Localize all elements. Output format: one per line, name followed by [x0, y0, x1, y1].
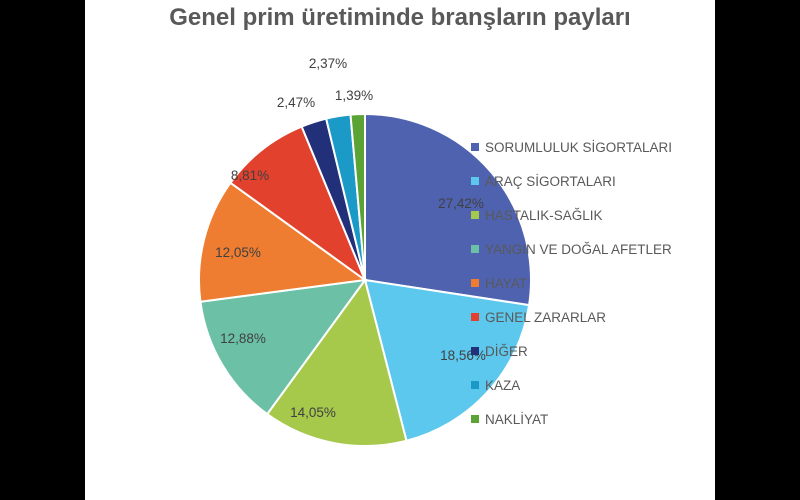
- slice-label-nakliiyat: 1,39%: [335, 88, 373, 103]
- legend-item-hastalik-saglik: HASTALIK-SAĞLIK: [471, 198, 672, 232]
- legend-swatch: [471, 143, 479, 151]
- legend-item-diiger: DİĞER: [471, 334, 672, 368]
- slice-label-hayat: 12,05%: [215, 245, 261, 260]
- pie-slice-arac-siigortalari: [363, 278, 531, 442]
- legend-swatch: [471, 415, 479, 423]
- legend-label: HAYAT: [485, 275, 528, 291]
- slice-label-kaza: 2,37%: [309, 56, 347, 71]
- legend-label: NAKLİYAT: [485, 411, 549, 427]
- legend-item-kaza: KAZA: [471, 368, 672, 402]
- legend-label: SORUMLULUK SİGORTALARI: [485, 139, 673, 155]
- pie-slice-hayat: [198, 181, 368, 303]
- pie-slice-hastalik-saglik: [265, 277, 408, 447]
- chart-title: Genel prim üretiminde branşların payları: [169, 4, 631, 31]
- slice-label-diiger: 2,47%: [277, 95, 315, 110]
- legend-item-nakliiyat: NAKLİYAT: [471, 402, 672, 436]
- pie-chart: 27,42%18,56%14,05%12,88%12,05%8,81%2,47%…: [198, 56, 532, 447]
- slice-label-hastalik-saglik: 14,05%: [290, 405, 336, 420]
- legend-swatch: [471, 177, 479, 185]
- legend-label: YANGIN VE DOĞAL AFETLER: [485, 241, 672, 257]
- legend-label: ARAÇ SİGORTALARI: [485, 173, 616, 189]
- legend-swatch: [471, 245, 479, 253]
- legend-item-arac-siigortalari: ARAÇ SİGORTALARI: [471, 164, 672, 198]
- slice-label-yangin-ve-dogal-afetler: 12,88%: [220, 331, 266, 346]
- legend-item-hayat: HAYAT: [471, 266, 672, 300]
- legend-swatch: [471, 347, 479, 355]
- legend-label: HASTALIK-SAĞLIK: [485, 207, 603, 223]
- legend-label: KAZA: [485, 377, 521, 393]
- legend-item-yangin-ve-dogal-afetler: YANGIN VE DOĞAL AFETLER: [471, 232, 672, 266]
- slice-label-sorumluluk-siigortalari: 27,42%: [438, 196, 484, 211]
- legend-item-genel-zararlar: GENEL ZARARLAR: [471, 300, 672, 334]
- legend-swatch: [471, 211, 479, 219]
- legend-label: GENEL ZARARLAR: [485, 309, 607, 325]
- slice-label-genel-zararlar: 8,81%: [231, 168, 269, 183]
- legend-swatch: [471, 313, 479, 321]
- chart-legend: SORUMLULUK SİGORTALARI ARAÇ SİGORTALARI HA…: [471, 130, 672, 436]
- chart-canvas: Genel prim üretiminde branşların payları…: [85, 0, 715, 500]
- pie-slice-genel-zararlar: [229, 125, 368, 283]
- legend-item-sorumluluk-siigortalari: SORUMLULUK SİGORTALARI: [471, 130, 672, 164]
- pie-slice-yangin-ve-dogal-afetler: [199, 278, 368, 416]
- pie-slice-sorumluluk-siigortalari: [364, 112, 532, 307]
- pie-slice-nakliiyat: [349, 112, 366, 281]
- legend-swatch: [471, 381, 479, 389]
- legend-swatch: [471, 279, 479, 287]
- legend-label: DİĞER: [485, 343, 528, 359]
